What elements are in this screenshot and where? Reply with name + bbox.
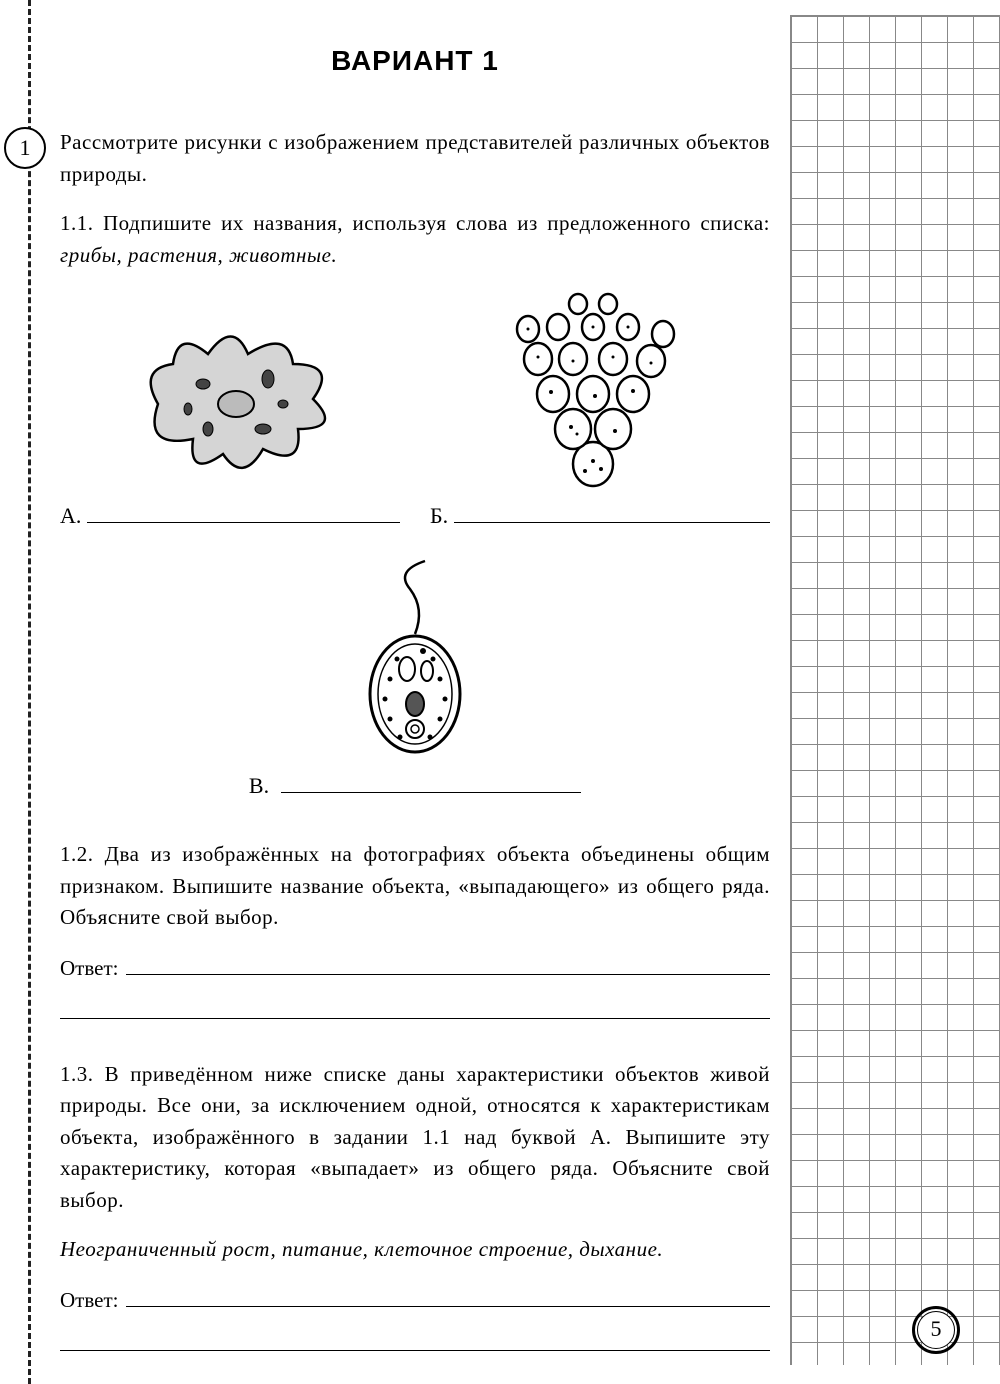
q1-1-text: 1.1. Подпишите их названия, используя сл… <box>60 208 770 271</box>
answer-line-1-2b[interactable] <box>60 991 770 1019</box>
label-v: В. <box>249 773 269 799</box>
blank-row-v: В. <box>60 769 770 799</box>
figure-a <box>60 309 415 489</box>
left-dashed-margin <box>28 0 31 1384</box>
label-b: Б. <box>430 503 448 529</box>
answer-label-1-3: Ответ: <box>60 1288 118 1313</box>
q1-2-text: 1.2. Два из изображённых на фотографиях … <box>60 839 770 934</box>
answer-line-a[interactable] <box>87 499 400 523</box>
question-1: 1 Рассмотрите рисунки с изображением пре… <box>60 127 770 1351</box>
label-a: А. <box>60 503 81 529</box>
q1-1-prefix: 1.1. Подпишите их названия, используя сл… <box>60 211 770 235</box>
answer-line-1-3b[interactable] <box>60 1323 770 1351</box>
figure-row-ab <box>60 289 770 489</box>
answer-line-1-2a[interactable] <box>126 952 770 975</box>
q1-3-wordlist: Неограниченный рост, питание, клеточное … <box>60 1234 770 1266</box>
graph-paper-margin <box>790 15 1000 1365</box>
q1-1-wordlist: грибы, растения, животные. <box>60 243 337 267</box>
figure-b <box>415 289 770 489</box>
q1-3-text: 1.3. В приведённом ниже списке даны хара… <box>60 1059 770 1217</box>
content-area: ВАРИАНТ 1 1 Рассмотрите рисунки с изобра… <box>60 45 770 1361</box>
page-number-badge: 5 <box>912 1306 960 1354</box>
page-title: ВАРИАНТ 1 <box>60 45 770 77</box>
answer-row-1-2: Ответ: <box>60 952 770 981</box>
answer-line-b[interactable] <box>454 499 770 523</box>
answer-line-v[interactable] <box>281 769 581 793</box>
cactus-icon <box>483 289 703 489</box>
page-number: 5 <box>917 1311 955 1349</box>
blank-b: Б. <box>430 499 770 529</box>
blank-a: А. <box>60 499 400 529</box>
question-number-badge: 1 <box>4 127 46 169</box>
worksheet-page: ВАРИАНТ 1 1 Рассмотрите рисунки с изобра… <box>0 0 1000 1384</box>
answer-row-1-3: Ответ: <box>60 1284 770 1313</box>
answer-line-1-3a[interactable] <box>126 1284 770 1307</box>
q1-intro-text: Рассмотрите рисунки с изображением предс… <box>60 127 770 190</box>
answer-label-1-2: Ответ: <box>60 956 118 981</box>
amoeba-icon <box>128 309 348 489</box>
figure-v <box>60 559 770 759</box>
flagellate-icon <box>335 559 495 759</box>
blank-row-ab: А. Б. <box>60 499 770 529</box>
